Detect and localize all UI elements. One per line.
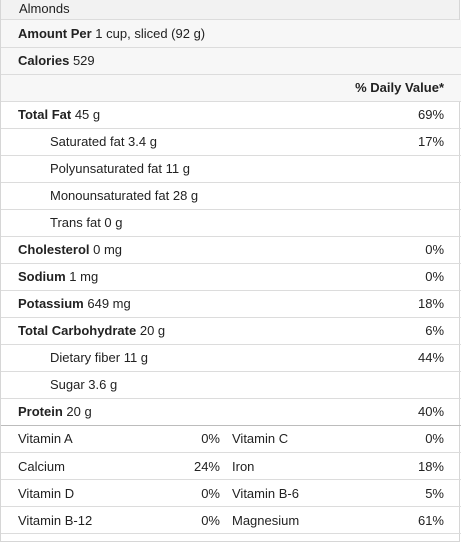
daily-value-header: % Daily Value* (1, 74, 462, 102)
nutrient-dv: 17% (321, 128, 462, 156)
vitamins-table: Vitamin A 0% Vitamin C 0% Calcium 24% Ir… (1, 425, 461, 534)
nutrient-dv: 6% (321, 317, 462, 345)
nutrient-dv: 0% (321, 263, 462, 291)
calories-label: Calories (18, 53, 70, 68)
nutrient-row-polyunsaturated-fat: Polyunsaturated fat 11 g (1, 155, 462, 183)
nutrient-dv: 40% (321, 398, 462, 426)
vitamin-name: Vitamin C (226, 425, 356, 453)
daily-value-header-row: % Daily Value* (1, 74, 462, 102)
food-name: Almonds (1, 0, 459, 20)
vitamin-row: Vitamin A 0% Vitamin C 0% (1, 425, 461, 453)
vitamin-row: Vitamin D 0% Vitamin B-6 5% (1, 479, 461, 507)
nutrient-dv: 44% (321, 344, 462, 372)
vitamin-row: Calcium 24% Iron 18% (1, 452, 461, 480)
nutrient-label: Polyunsaturated fat 11 g (1, 155, 321, 183)
nutrient-label: Cholesterol (18, 242, 90, 257)
vitamin-dv: 0% (356, 425, 461, 453)
amount-row: Amount Per 1 cup, sliced (92 g) (1, 20, 462, 48)
nutrient-amount: 45 g (74, 107, 101, 122)
nutrient-row-monounsaturated-fat: Monounsaturated fat 28 g (1, 182, 462, 210)
nutrient-dv (321, 155, 462, 183)
nutrient-row-dietary-fiber: Dietary fiber 11 g 44% (1, 344, 462, 372)
nutrient-amount: 1 mg (69, 269, 99, 284)
vitamin-name: Vitamin A (1, 425, 146, 453)
nutrient-dv: 0% (321, 236, 462, 264)
nutrient-amount: 20 g (66, 404, 92, 419)
nutrient-dv (321, 182, 462, 210)
amount-value: 1 cup, sliced (92 g) (95, 25, 206, 41)
nutrient-label: Total Fat (18, 107, 72, 122)
nutrient-row-total-fat: Total Fat 45 g 69% (1, 101, 462, 129)
nutrient-amount: 20 g (139, 323, 166, 338)
nutrient-label: Protein (18, 404, 63, 419)
nutrient-row-sugar: Sugar 3.6 g (1, 371, 462, 399)
nutrient-amount: 649 mg (87, 296, 131, 311)
nutrition-table: Amount Per 1 cup, sliced (92 g) Calories… (1, 20, 462, 426)
amount-label: Amount Per (18, 25, 92, 41)
vitamin-dv: 18% (356, 452, 461, 480)
vitamin-name: Vitamin B-6 (226, 479, 356, 507)
vitamin-row: Vitamin B-12 0% Magnesium 61% (1, 506, 461, 534)
vitamin-dv: 61% (356, 506, 461, 534)
vitamin-dv: 0% (146, 479, 226, 507)
vitamin-name: Magnesium (226, 506, 356, 534)
vitamin-name: Vitamin B-12 (1, 506, 146, 534)
nutrient-row-cholesterol: Cholesterol 0 mg 0% (1, 236, 462, 264)
nutrient-dv: 69% (321, 101, 462, 129)
nutrient-row-protein: Protein 20 g 40% (1, 398, 462, 426)
nutrient-label: Total Carbohydrate (18, 323, 137, 338)
nutrient-label: Sugar 3.6 g (1, 371, 321, 399)
calories-value: 529 (72, 53, 95, 68)
nutrient-row-potassium: Potassium 649 mg 18% (1, 290, 462, 318)
vitamin-dv: 0% (146, 425, 226, 453)
nutrient-dv (321, 209, 462, 237)
nutrient-label: Dietary fiber 11 g (1, 344, 321, 372)
nutrient-row-trans-fat: Trans fat 0 g (1, 209, 462, 237)
nutrient-amount: 0 mg (93, 242, 123, 257)
nutrient-label: Sodium (18, 269, 66, 284)
nutrient-row-total-carbohydrate: Total Carbohydrate 20 g 6% (1, 317, 462, 345)
nutrient-label: Monounsaturated fat 28 g (1, 182, 321, 210)
nutrient-label: Saturated fat 3.4 g (1, 128, 321, 156)
vitamin-name: Vitamin D (1, 479, 146, 507)
vitamin-dv: 5% (356, 479, 461, 507)
nutrient-label: Potassium (18, 296, 84, 311)
nutrient-row-saturated-fat: Saturated fat 3.4 g 17% (1, 128, 462, 156)
calories-row: Calories 529 (1, 47, 462, 75)
vitamin-name: Calcium (1, 452, 146, 480)
vitamin-name: Iron (226, 452, 356, 480)
nutrient-dv: 18% (321, 290, 462, 318)
nutrient-dv (321, 371, 462, 399)
nutrient-label: Trans fat 0 g (1, 209, 321, 237)
vitamin-dv: 24% (146, 452, 226, 480)
nutrient-row-sodium: Sodium 1 mg 0% (1, 263, 462, 291)
vitamin-dv: 0% (146, 506, 226, 534)
